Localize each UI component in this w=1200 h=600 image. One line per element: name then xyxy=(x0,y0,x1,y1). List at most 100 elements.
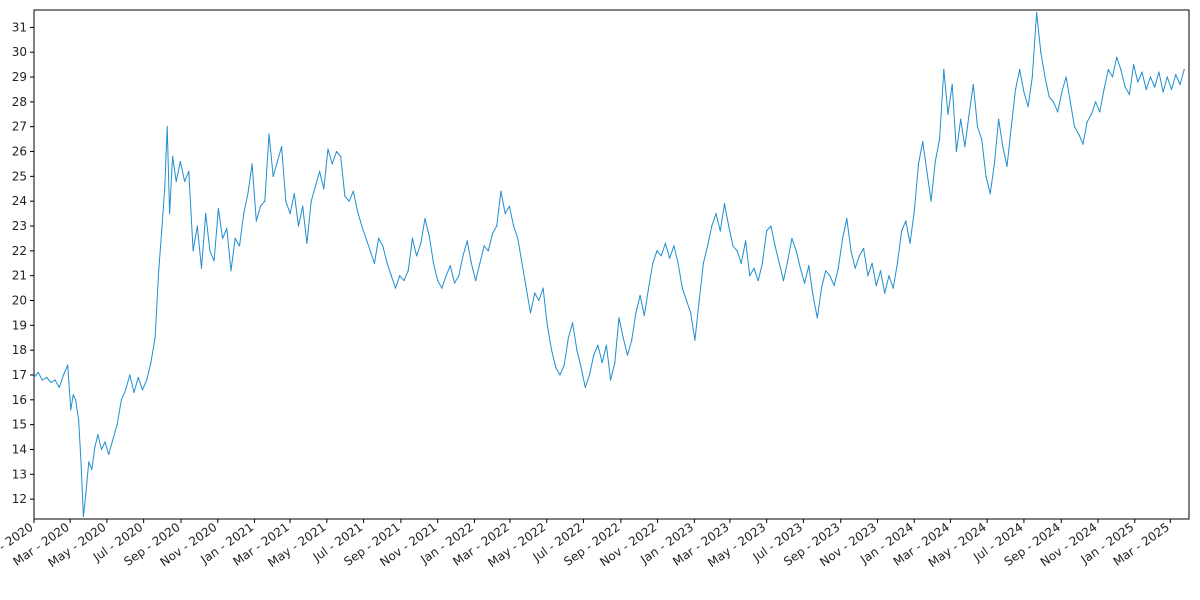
data-point xyxy=(804,282,806,284)
data-point xyxy=(584,386,586,388)
data-point xyxy=(285,200,287,202)
data-point xyxy=(694,339,696,341)
data-point xyxy=(259,205,262,207)
data-point xyxy=(960,118,962,120)
data-point xyxy=(302,205,304,207)
data-point xyxy=(517,237,519,239)
data-point xyxy=(1145,88,1147,91)
data-point xyxy=(91,468,93,470)
data-point xyxy=(158,270,160,272)
data-point xyxy=(728,225,730,227)
data-point xyxy=(1027,106,1029,108)
data-point xyxy=(141,389,144,391)
data-point xyxy=(1137,81,1139,83)
data-point xyxy=(761,262,764,264)
data-point xyxy=(972,83,974,86)
data-point xyxy=(125,389,127,391)
data-point xyxy=(112,438,114,441)
data-point xyxy=(72,394,74,396)
data-point xyxy=(719,230,721,232)
data-point xyxy=(75,399,77,401)
y-axis: 12 13 14 15 16 17 18 19 20 21 22 23 24 25 26 27 28 29 30 31 xyxy=(12,20,34,506)
data-point xyxy=(166,126,168,128)
data-point xyxy=(622,337,624,339)
data-point xyxy=(601,362,603,364)
data-point xyxy=(487,250,489,252)
data-point xyxy=(116,424,118,426)
data-point xyxy=(981,138,983,140)
data-point xyxy=(732,245,734,247)
data-point xyxy=(70,409,72,411)
data-point xyxy=(331,163,333,165)
data-point xyxy=(656,250,658,252)
data-point xyxy=(879,270,882,272)
data-point xyxy=(917,163,920,165)
data-point xyxy=(41,379,44,381)
data-point xyxy=(639,294,641,297)
data-point xyxy=(146,379,148,381)
data-point xyxy=(707,245,709,247)
data-point xyxy=(483,245,485,247)
data-point xyxy=(985,175,987,177)
data-point xyxy=(78,419,80,421)
data-point xyxy=(82,515,84,518)
data-point xyxy=(812,294,814,297)
data-point xyxy=(1183,69,1185,71)
data-point xyxy=(551,349,553,351)
data-point xyxy=(428,235,430,237)
data-point xyxy=(534,292,536,294)
data-point xyxy=(1141,71,1143,73)
data-point xyxy=(1082,143,1084,145)
data-point xyxy=(795,250,797,252)
data-point xyxy=(791,237,793,239)
data-point xyxy=(1158,71,1160,73)
data-point xyxy=(213,260,215,262)
data-point xyxy=(369,250,371,252)
plot-area: 12 13 14 15 16 17 18 19 20 21 22 23 24 25 26 27 28 29 30 31… xyxy=(0,9,1190,570)
data-point xyxy=(576,349,578,351)
y-tick-label: 28 xyxy=(12,95,27,109)
data-point xyxy=(1023,91,1025,93)
data-point xyxy=(184,180,186,182)
data-point xyxy=(247,193,249,195)
y-tick-label: 15 xyxy=(12,418,27,432)
data-point xyxy=(310,200,312,202)
data-point xyxy=(445,275,447,277)
data-point xyxy=(97,434,99,436)
data-point xyxy=(150,362,152,364)
data-point xyxy=(200,267,203,269)
data-point xyxy=(736,250,738,252)
data-point xyxy=(314,185,316,187)
data-point xyxy=(740,262,742,264)
data-point xyxy=(1086,121,1088,123)
data-point xyxy=(588,374,591,376)
data-point xyxy=(1040,51,1042,53)
data-point xyxy=(1166,76,1168,78)
data-point xyxy=(538,299,540,302)
data-point xyxy=(723,203,726,205)
data-point xyxy=(1078,133,1080,135)
data-point xyxy=(361,225,363,227)
data-point xyxy=(268,133,270,135)
data-point xyxy=(593,354,595,356)
data-point xyxy=(407,270,409,272)
data-point xyxy=(37,371,39,374)
data-point xyxy=(993,163,996,165)
data-point xyxy=(842,237,844,239)
data-point xyxy=(230,270,232,272)
data-point xyxy=(1149,76,1151,78)
data-point xyxy=(264,200,266,202)
data-point xyxy=(319,170,321,172)
data-point xyxy=(491,232,494,235)
data-point xyxy=(690,312,692,314)
y-tick-label: 23 xyxy=(12,219,27,233)
data-point xyxy=(513,225,515,227)
data-point xyxy=(100,448,103,451)
data-point xyxy=(930,200,932,202)
y-tick-label: 16 xyxy=(12,393,27,407)
data-point xyxy=(335,150,338,153)
data-point xyxy=(618,317,620,319)
data-point xyxy=(1090,113,1092,115)
data-point xyxy=(50,381,52,383)
y-tick-label: 30 xyxy=(12,45,27,59)
